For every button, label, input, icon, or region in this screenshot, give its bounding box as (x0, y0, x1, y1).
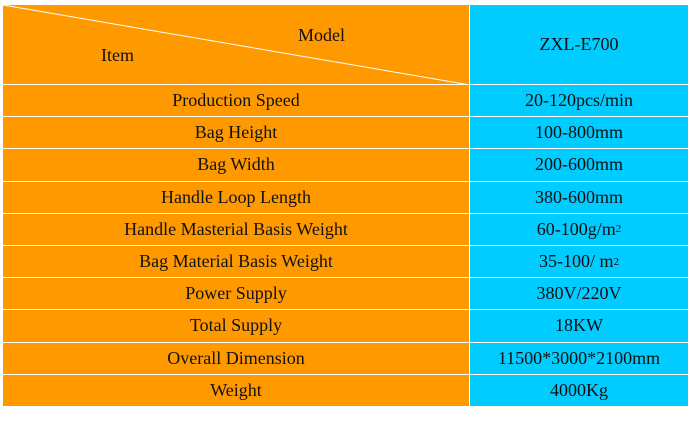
value-cell: 380-600mm (470, 181, 689, 214)
value-text: 380V/220V (536, 283, 622, 304)
value-cell: 100-800mm (470, 117, 689, 150)
value-text: 35-100/ m (539, 251, 614, 272)
value-text: 100-800mm (535, 122, 623, 143)
item-cell: Bag Height (3, 117, 470, 150)
header-item-cell: Model Item (3, 5, 470, 85)
item-label: Item (101, 45, 134, 65)
model-label: Model (298, 25, 345, 45)
item-cell: Handle Masterial Basis Weight (3, 213, 470, 246)
item-cell: Production Speed (3, 85, 470, 118)
value-sup: 2 (613, 255, 620, 268)
value-text: 4000Kg (550, 379, 608, 400)
item-cell: Power Supply (3, 278, 470, 311)
value-text: 11500*3000*2100mm (497, 347, 661, 368)
value-cell: 380V/220V (470, 278, 689, 311)
value-text: 20-120pcs/min (525, 90, 633, 111)
value-sup: 2 (615, 223, 622, 236)
value-text: 380-600mm (535, 186, 623, 207)
value-cell: 11500*3000*2100mm (470, 342, 689, 375)
spec-table: Model Item ZXL-E700 Production Speed 20-1… (3, 5, 689, 407)
value-text: 18KW (555, 315, 603, 336)
item-cell: Weight (3, 374, 470, 407)
value-cell: 4000Kg (470, 374, 689, 407)
value-cell: 20-120pcs/min (470, 85, 689, 118)
value-cell: 18KW (470, 310, 689, 343)
model-cell: ZXL-E700 (470, 5, 689, 85)
value-text: 200-600mm (535, 154, 623, 175)
item-cell: Total Supply (3, 310, 470, 343)
value-cell: 200-600mm (470, 149, 689, 182)
item-cell: Bag Width (3, 149, 470, 182)
value-cell: 60-100g/m 2 (470, 213, 689, 246)
diagonal (3, 5, 470, 85)
item-cell: Bag Material Basis Weight (3, 246, 470, 279)
item-cell: Overall Dimension (3, 342, 470, 375)
value-text: 60-100g/m (536, 218, 616, 239)
item-cell: Handle Loop Length (3, 181, 470, 214)
